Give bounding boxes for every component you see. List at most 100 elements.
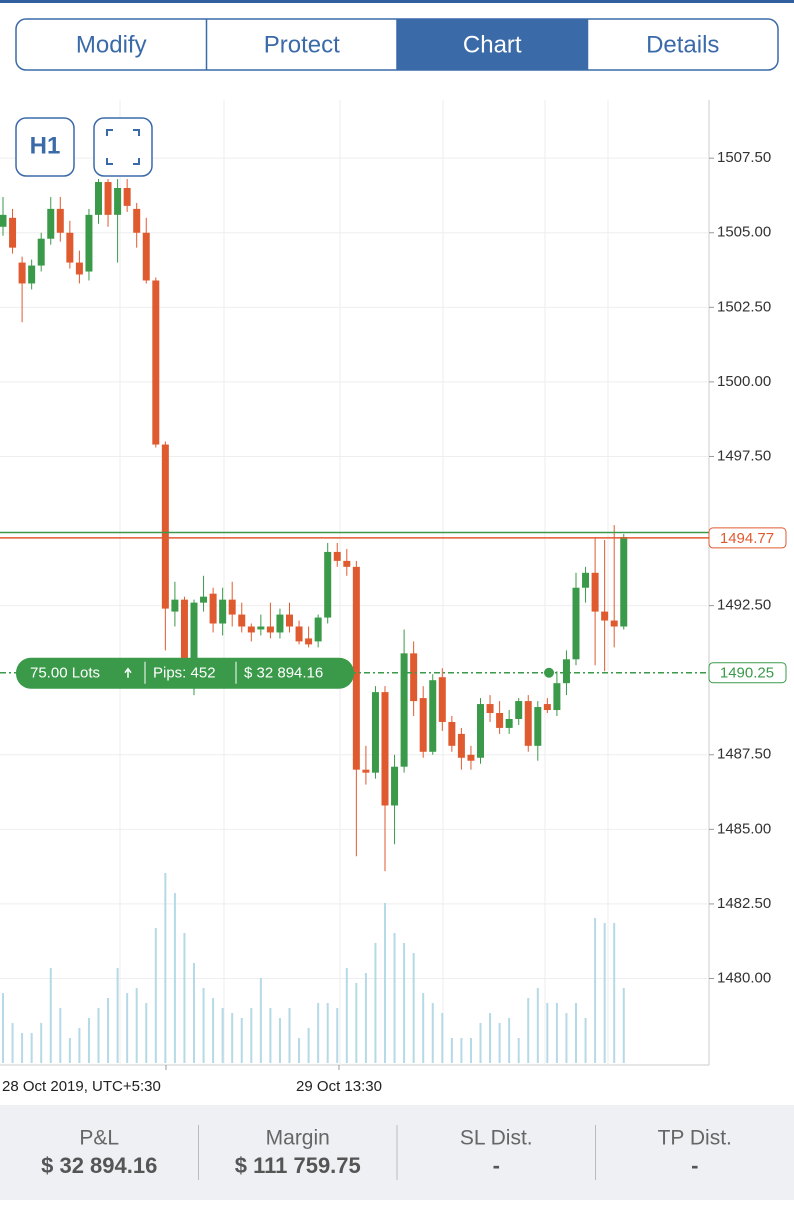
candle-body <box>209 593 217 624</box>
candle-body <box>28 265 36 284</box>
plot: 1494.77 1490.25 75.00 Lots Pips: 452 $ 32 89… <box>0 179 787 1095</box>
candle-body <box>362 769 370 773</box>
volume-bar <box>317 1003 320 1063</box>
candle-body <box>37 238 45 266</box>
y-tick-label: 1492.50 <box>717 597 771 614</box>
candle-body <box>543 704 551 711</box>
candle-body <box>314 617 322 642</box>
volume-bar <box>183 933 186 1063</box>
volume-bar <box>278 1018 281 1063</box>
volume-bar <box>145 1003 148 1063</box>
volume-bar <box>173 893 176 1063</box>
volume-bar <box>231 1013 234 1063</box>
volume-bar <box>288 1008 291 1063</box>
tab-label: Details <box>646 31 719 58</box>
volume-bar <box>250 1008 253 1063</box>
price-label: 1490.25 <box>720 665 774 682</box>
y-tick-label: 1482.50 <box>717 895 771 912</box>
candle-body <box>305 638 313 645</box>
stat-label: SL Dist. <box>460 1127 533 1150</box>
y-tick-label: 1480.00 <box>717 969 771 986</box>
y-tick-label: 1500.00 <box>717 373 771 390</box>
price-label-box <box>708 527 787 549</box>
volume-bar <box>97 1008 100 1063</box>
candle-body <box>352 566 360 770</box>
volume-bar <box>116 968 119 1063</box>
volume-bar <box>326 1003 329 1063</box>
candle-body <box>295 626 303 642</box>
volume-bar <box>126 993 129 1063</box>
candle-body <box>419 698 427 752</box>
volume-bar <box>355 983 358 1063</box>
candle-body <box>56 208 64 233</box>
candle-body <box>467 754 475 761</box>
candle-body <box>228 599 236 615</box>
x-tick-label: 28 Oct 2019, UTC+5:30 <box>2 1078 161 1095</box>
footer-stats: P&L $ 32 894.16 Margin $ 111 759.75 SL Dist.… <box>41 1125 732 1180</box>
volume-bar <box>613 923 616 1063</box>
tab-label: Modify <box>76 31 147 58</box>
volume-bar <box>259 978 262 1063</box>
candle-body <box>190 602 198 672</box>
candle-body <box>219 599 227 624</box>
candle-body <box>75 262 83 275</box>
volume-bar <box>517 1038 520 1063</box>
volume-bar <box>403 943 406 1063</box>
volume-bar <box>460 1038 463 1063</box>
candle-body <box>572 587 580 660</box>
volume-bar <box>212 998 215 1063</box>
stat-label: TP Dist. <box>658 1127 732 1150</box>
candle-body <box>496 713 504 728</box>
volume-bar <box>107 998 110 1063</box>
candle-body <box>9 217 17 248</box>
volume-bar <box>30 1033 33 1063</box>
volume-bar <box>422 993 425 1063</box>
tab-active-bg <box>397 19 588 70</box>
volume-bar <box>202 988 205 1063</box>
volume-bar <box>59 1008 62 1063</box>
candle-body <box>391 766 399 806</box>
candle-body <box>238 614 246 627</box>
volume-bar <box>565 1013 568 1063</box>
candle-body <box>448 721 456 746</box>
volume-bar <box>536 988 539 1063</box>
volume-bar <box>2 993 4 1063</box>
position-lots: 75.00 Lots <box>30 665 100 682</box>
y-tick-label: 1487.50 <box>717 746 771 763</box>
volume-bar <box>603 923 606 1063</box>
volume-bar <box>78 1028 81 1063</box>
timeframe-button[interactable] <box>15 117 75 177</box>
volume-bar <box>307 1028 310 1063</box>
candle-body <box>381 692 389 806</box>
volume-bar <box>164 873 167 1063</box>
candle-body <box>486 704 494 714</box>
volume-bar <box>469 1038 472 1063</box>
position-pnl: $ 32 894.16 <box>244 665 323 682</box>
y-tick-label: 1505.00 <box>717 224 771 241</box>
volume-bar <box>49 968 52 1063</box>
timeframe-label: H1 <box>30 132 61 159</box>
candle-body <box>371 692 379 773</box>
candle-body <box>133 208 141 233</box>
position-pill[interactable] <box>16 657 354 689</box>
position-dot <box>544 667 554 678</box>
candle-body <box>324 551 332 618</box>
price-label-box <box>708 662 787 684</box>
volume-bar <box>555 1003 558 1063</box>
volume-bar <box>68 1038 71 1063</box>
tab-bar: Modify Protect Chart Details <box>15 18 779 71</box>
tab-label: Chart <box>463 31 522 58</box>
candle-body <box>553 683 561 711</box>
stat-label: Margin <box>266 1127 330 1150</box>
tab-border <box>15 18 779 71</box>
volume-bar <box>479 1023 482 1063</box>
candle-body <box>601 611 609 621</box>
candle-body <box>286 614 293 627</box>
stat-value: - <box>691 1153 698 1178</box>
candle-body <box>161 444 169 609</box>
fullscreen-button[interactable] <box>93 117 153 177</box>
volume-bar <box>489 1013 492 1063</box>
volume-bar <box>364 973 367 1063</box>
